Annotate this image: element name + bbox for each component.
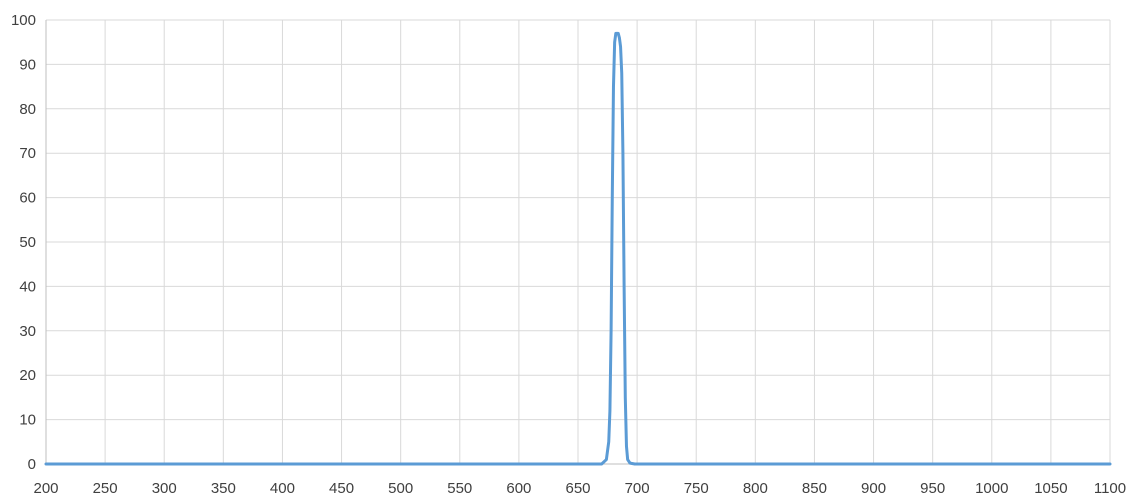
x-tick-label: 850: [802, 480, 827, 497]
y-tick-label: 40: [19, 278, 36, 295]
x-tick-label: 950: [920, 480, 945, 497]
y-tick-label: 50: [19, 234, 36, 251]
x-tick-label: 1000: [975, 480, 1008, 497]
y-tick-label: 30: [19, 323, 36, 340]
x-tick-label: 250: [93, 480, 118, 497]
x-tick-label: 200: [33, 480, 58, 497]
x-tick-label: 300: [152, 480, 177, 497]
y-tick-label: 80: [19, 101, 36, 118]
x-tick-label: 1100: [1094, 480, 1126, 497]
x-tick-label: 600: [506, 480, 531, 497]
x-tick-label: 1050: [1034, 480, 1067, 497]
y-axis-ticks: 0 10 20 30 40 50 60 70 80 90 100: [11, 12, 36, 473]
y-tick-label: 70: [19, 145, 36, 162]
y-tick-label: 20: [19, 367, 36, 384]
y-tick-label: 0: [28, 456, 36, 473]
y-tick-label: 60: [19, 190, 36, 207]
x-tick-label: 900: [861, 480, 886, 497]
x-tick-label: 650: [565, 480, 590, 497]
y-tick-label: 100: [11, 12, 36, 29]
x-tick-label: 550: [447, 480, 472, 497]
series-group: [44, 31, 1112, 466]
x-tick-label: 750: [684, 480, 709, 497]
x-tick-label: 500: [388, 480, 413, 497]
x-tick-label: 350: [211, 480, 236, 497]
series-line: [44, 31, 1112, 466]
x-tick-label: 450: [329, 480, 354, 497]
x-axis-ticks: 200 250 300 350 400 450 500 550 600 650 700 750 800 8…: [33, 480, 1126, 497]
x-tick-label: 400: [270, 480, 295, 497]
x-tick-label: 700: [625, 480, 650, 497]
grid: [45, 19, 1111, 465]
x-tick-label: 800: [743, 480, 768, 497]
y-tick-label: 10: [19, 412, 36, 429]
y-tick-label: 90: [19, 56, 36, 73]
